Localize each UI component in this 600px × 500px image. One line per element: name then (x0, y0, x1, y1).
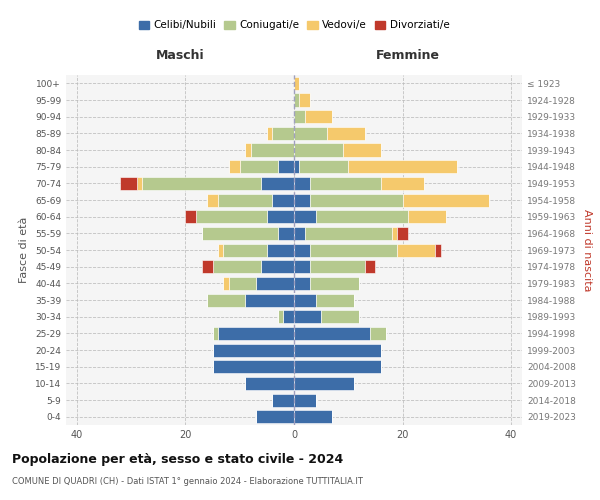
Bar (397, 227, 408, 240)
Bar (348, 160, 457, 173)
Bar (207, 194, 218, 206)
Bar (294, 310, 321, 323)
Bar (316, 210, 408, 223)
Text: COMUNE DI QUADRI (CH) - Dati ISTAT 1° gennaio 2024 - Elaborazione TUTTITALIA.IT: COMUNE DI QUADRI (CH) - Dati ISTAT 1° ge… (12, 478, 363, 486)
Bar (120, 177, 137, 190)
Bar (294, 377, 354, 390)
Bar (245, 377, 294, 390)
Bar (294, 160, 299, 173)
Text: Femmine: Femmine (376, 48, 440, 62)
Bar (321, 310, 359, 323)
Bar (212, 344, 294, 356)
Bar (223, 244, 267, 256)
Bar (294, 277, 310, 290)
Bar (365, 260, 376, 273)
Bar (212, 327, 218, 340)
Y-axis label: Fasce di età: Fasce di età (19, 217, 29, 283)
Bar (267, 244, 294, 256)
Bar (272, 127, 294, 140)
Bar (223, 277, 229, 290)
Bar (202, 227, 278, 240)
Bar (299, 94, 310, 106)
Bar (272, 394, 294, 406)
Bar (305, 110, 332, 123)
Bar (283, 310, 294, 323)
Legend: Celibi/Nubili, Coniugati/e, Vedovi/e, Divorziati/e: Celibi/Nubili, Coniugati/e, Vedovi/e, Di… (136, 17, 452, 34)
Bar (403, 194, 490, 206)
Bar (310, 194, 403, 206)
Bar (218, 194, 272, 206)
Bar (245, 294, 294, 306)
Bar (294, 394, 316, 406)
Bar (299, 160, 348, 173)
Bar (294, 210, 316, 223)
Bar (310, 260, 365, 273)
Bar (229, 160, 240, 173)
Bar (294, 227, 305, 240)
Bar (305, 227, 392, 240)
Bar (370, 327, 386, 340)
Bar (343, 144, 381, 156)
Bar (267, 210, 294, 223)
Bar (278, 310, 283, 323)
Bar (310, 177, 381, 190)
Bar (278, 227, 294, 240)
Text: Popolazione per età, sesso e stato civile - 2024: Popolazione per età, sesso e stato civil… (12, 452, 343, 466)
Bar (310, 244, 397, 256)
Bar (267, 127, 272, 140)
Bar (294, 110, 305, 123)
Bar (245, 144, 251, 156)
Bar (272, 194, 294, 206)
Bar (262, 260, 294, 273)
Bar (294, 194, 310, 206)
Bar (294, 144, 343, 156)
Bar (251, 144, 294, 156)
Bar (256, 277, 294, 290)
Bar (294, 177, 310, 190)
Bar (316, 294, 354, 306)
Bar (142, 177, 262, 190)
Bar (435, 244, 440, 256)
Bar (212, 360, 294, 373)
Bar (294, 294, 316, 306)
Bar (294, 260, 310, 273)
Bar (294, 77, 299, 90)
Bar (392, 227, 397, 240)
Bar (207, 294, 245, 306)
Bar (310, 277, 359, 290)
Bar (218, 327, 294, 340)
Bar (294, 344, 381, 356)
Bar (294, 410, 332, 423)
Bar (256, 410, 294, 423)
Bar (294, 127, 326, 140)
Bar (294, 244, 310, 256)
Bar (262, 177, 294, 190)
Bar (326, 127, 365, 140)
Bar (229, 277, 256, 290)
Bar (137, 177, 142, 190)
Bar (294, 94, 299, 106)
Bar (381, 177, 424, 190)
Bar (202, 260, 212, 273)
Bar (397, 244, 435, 256)
Bar (408, 210, 446, 223)
Bar (294, 360, 381, 373)
Bar (196, 210, 267, 223)
Bar (212, 260, 262, 273)
Bar (185, 210, 196, 223)
Bar (278, 160, 294, 173)
Bar (218, 244, 223, 256)
Bar (240, 160, 278, 173)
Y-axis label: Anni di nascita: Anni di nascita (581, 209, 592, 291)
Text: Maschi: Maschi (155, 48, 205, 62)
Bar (294, 327, 370, 340)
